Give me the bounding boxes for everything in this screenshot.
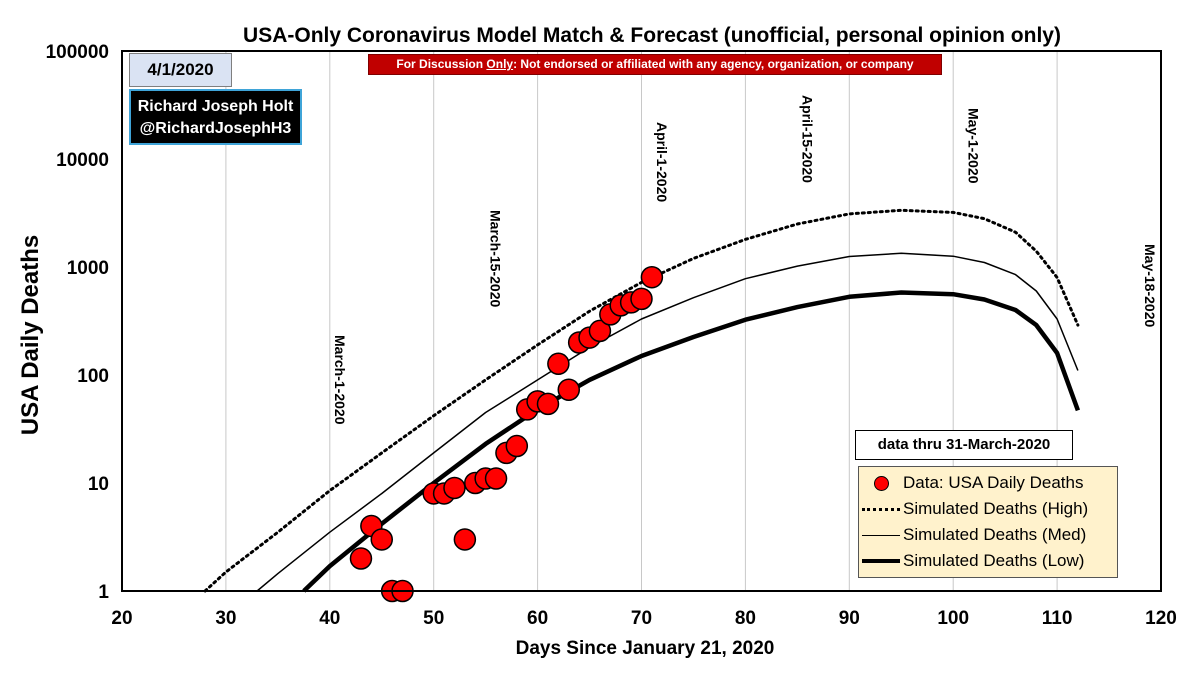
y-tick-label: 100	[77, 366, 109, 387]
legend-label-low: Simulated Deaths (Low)	[903, 551, 1085, 570]
chart-title: USA-Only Coronavirus Model Match & Forec…	[243, 24, 1061, 47]
series-line-thin	[256, 252, 1079, 592]
x-tick-label: 120	[1145, 608, 1177, 629]
date-marker-label: May-18-2020	[1142, 244, 1158, 327]
author-handle: @RichardJosephH3	[139, 120, 292, 137]
legend-item-data: Data: USA Daily Deaths	[859, 470, 1117, 496]
legend-item-med: Simulated Deaths (Med)	[859, 522, 1117, 548]
data-point	[640, 265, 664, 289]
data-point	[349, 547, 373, 570]
x-tick-label: 20	[111, 608, 132, 629]
data-points	[349, 265, 664, 603]
data-point	[484, 467, 508, 490]
date-markers: March-1-2020 March-15-2020 April-1-2020 Apr…	[332, 95, 1158, 425]
data-point	[453, 528, 477, 551]
report-date-box: 4/1/2020	[129, 53, 232, 87]
x-tick-label: 50	[423, 608, 444, 629]
legend-label-high: Simulated Deaths (High)	[903, 499, 1089, 518]
date-marker-label: May-1-2020	[966, 108, 982, 184]
y-tick-label: 1000	[67, 258, 109, 279]
legend-item-low: Simulated Deaths (Low)	[859, 548, 1117, 574]
x-tick-label: 80	[735, 608, 756, 629]
series-line-dotted	[203, 208, 1080, 593]
x-tick-label: 90	[839, 608, 860, 629]
y-axis-ticks: 1 10 100 1000 10000 100000	[46, 42, 110, 603]
plot-area-border	[121, 50, 1162, 592]
x-tick-label: 100	[937, 608, 969, 629]
legend-thick-symbol	[862, 559, 900, 563]
x-axis-title: Days Since January 21, 2020	[516, 638, 775, 659]
data-point	[505, 434, 529, 458]
x-tick-label: 70	[631, 608, 652, 629]
x-tick-label: 30	[215, 608, 236, 629]
date-marker-label: March-15-2020	[488, 210, 504, 307]
x-tick-label: 60	[527, 608, 548, 629]
legend-item-high: Simulated Deaths (High)	[859, 496, 1117, 522]
y-tick-label: 10	[88, 474, 109, 495]
y-tick-label: 100000	[46, 42, 109, 63]
disclaimer-banner: For Discussion Only: Not endorsed or aff…	[368, 54, 942, 75]
x-tick-label: 40	[319, 608, 340, 629]
data-point	[630, 287, 653, 311]
legend: Data: USA Daily Deaths Simulated Deaths …	[858, 466, 1118, 578]
date-marker-label: April-15-2020	[799, 95, 815, 183]
x-tick-label: 110	[1042, 608, 1073, 629]
author-box: Richard Joseph Holt @RichardJosephH3	[129, 89, 302, 145]
date-marker-label: March-1-2020	[332, 335, 348, 425]
date-marker-label: April-1-2020	[654, 122, 670, 202]
data-point	[588, 319, 612, 343]
disclaimer-prefix: For Discussion	[396, 57, 487, 71]
data-point	[370, 528, 393, 551]
disclaimer-suffix: : Not endorsed or affiliated with any ag…	[513, 57, 914, 71]
legend-label-data: Data: USA Daily Deaths	[903, 473, 1084, 492]
legend-thin-symbol	[862, 534, 900, 536]
disclaimer-emphasis: Only	[486, 57, 514, 71]
y-axis-title: USA Daily Deaths	[17, 235, 44, 436]
data-point	[557, 378, 581, 402]
data-point	[536, 392, 560, 416]
data-thru-box: data thru 31-March-2020	[855, 430, 1073, 460]
legend-label-med: Simulated Deaths (Med)	[903, 525, 1087, 544]
data-point	[443, 476, 466, 500]
x-axis-ticks: 20 30 40 50 60 70 80 90 100 110 120	[111, 608, 1176, 629]
legend-dot-symbol	[873, 475, 889, 491]
legend-dotted-symbol	[862, 507, 900, 511]
y-tick-label: 10000	[56, 150, 109, 171]
author-name: Richard Joseph Holt	[137, 98, 294, 115]
y-tick-label: 1	[98, 582, 109, 603]
data-point	[547, 352, 570, 376]
